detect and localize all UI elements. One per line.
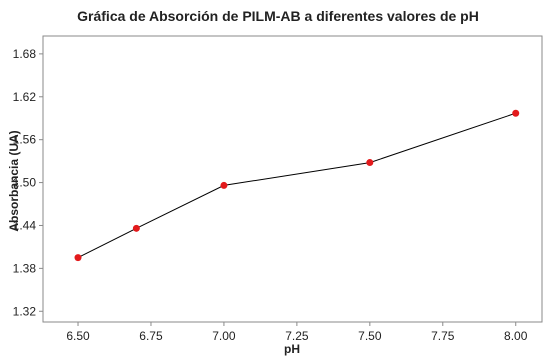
y-tick-label: 1.50 bbox=[13, 176, 37, 190]
x-tick-label: 8.00 bbox=[504, 329, 528, 343]
data-series bbox=[74, 109, 520, 262]
x-axis: 6.50 6.75 7.00 7.25 7.50 7.75 8.00 bbox=[66, 322, 528, 343]
chart-title: Gráfica de Absorción de PILM-AB a difere… bbox=[77, 8, 479, 24]
y-axis: 1.32 1.38 1.44 1.50 1.56 1.62 1.68 bbox=[13, 47, 43, 318]
x-axis-title: pH bbox=[284, 342, 300, 356]
x-tick-label: 7.00 bbox=[212, 329, 236, 343]
y-tick-label: 1.32 bbox=[13, 304, 37, 318]
x-tick-label: 6.50 bbox=[66, 329, 90, 343]
y-tick-label: 1.62 bbox=[13, 90, 37, 104]
y-axis-title: Absorbancia (UA) bbox=[7, 130, 21, 231]
data-point bbox=[132, 224, 140, 232]
y-tick-label: 1.56 bbox=[13, 133, 37, 147]
data-point bbox=[366, 159, 374, 167]
plot-frame bbox=[42, 35, 543, 323]
x-tick-label: 7.50 bbox=[358, 329, 382, 343]
x-tick-label: 7.75 bbox=[431, 329, 455, 343]
x-tick-label: 7.25 bbox=[285, 329, 309, 343]
data-point bbox=[74, 254, 82, 262]
data-point bbox=[220, 181, 228, 189]
y-tick-label: 1.38 bbox=[13, 261, 37, 275]
series-line bbox=[77, 112, 516, 259]
y-tick-label: 1.44 bbox=[13, 218, 37, 232]
y-tick-label: 1.68 bbox=[13, 47, 37, 61]
x-tick-label: 6.75 bbox=[139, 329, 163, 343]
data-point bbox=[512, 109, 520, 117]
